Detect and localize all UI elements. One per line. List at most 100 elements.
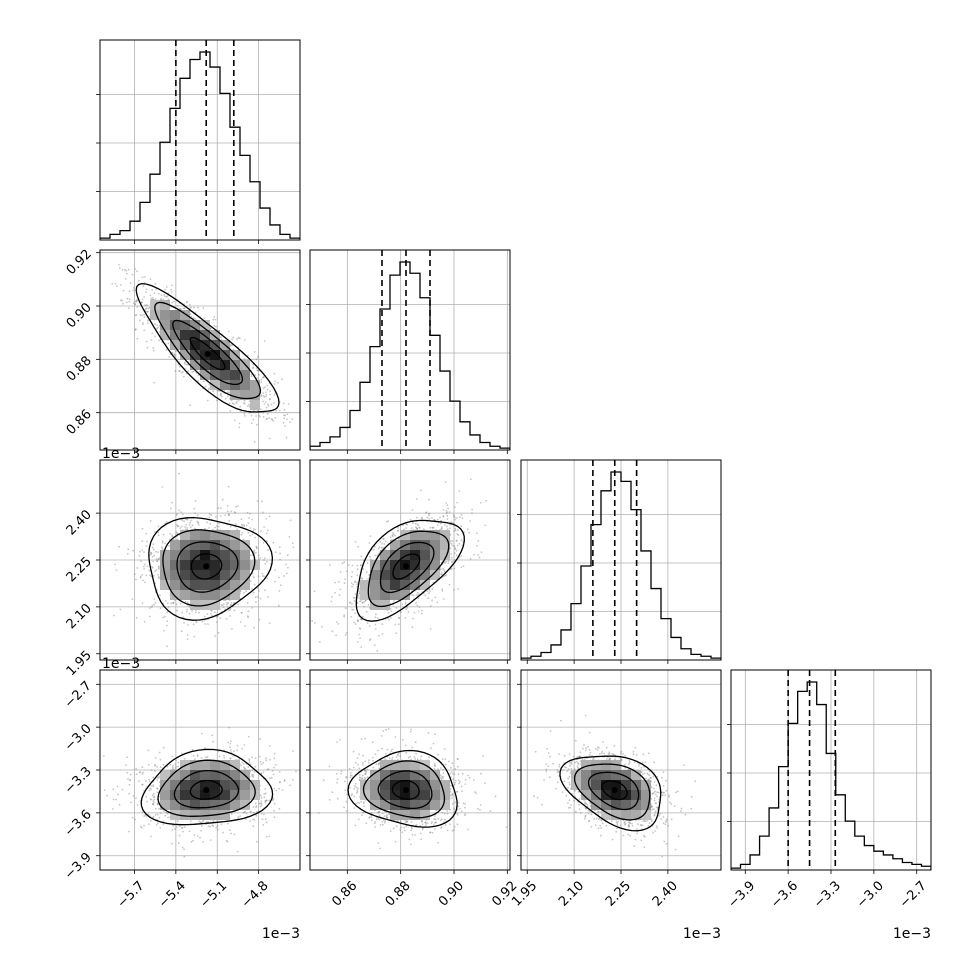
density-cell bbox=[210, 540, 220, 550]
scatter-point bbox=[121, 268, 124, 271]
scatter-point bbox=[405, 608, 407, 611]
scatter-point bbox=[227, 741, 230, 744]
scatter-point bbox=[139, 575, 142, 578]
density-cell bbox=[220, 370, 230, 380]
scatter-point bbox=[192, 317, 195, 320]
scatter-point bbox=[289, 519, 292, 522]
scatter-point bbox=[152, 803, 155, 806]
scatter-point bbox=[157, 567, 160, 570]
scatter-point bbox=[411, 626, 414, 629]
density-cell bbox=[230, 590, 240, 600]
scatter-point bbox=[132, 287, 135, 289]
scatter-point bbox=[181, 513, 184, 516]
scatter-point bbox=[356, 583, 358, 586]
scatter-point bbox=[477, 540, 480, 542]
scatter-point bbox=[235, 402, 238, 404]
scatter-point bbox=[136, 270, 138, 273]
scatter-point bbox=[264, 562, 267, 565]
scatter-point bbox=[156, 560, 158, 563]
scatter-point bbox=[142, 322, 144, 324]
scatter-point bbox=[143, 551, 145, 553]
scatter-point bbox=[181, 611, 184, 614]
scatter-point bbox=[353, 621, 355, 624]
contour-2-1-1 bbox=[379, 541, 435, 594]
scatter-point bbox=[291, 418, 294, 420]
scatter-point bbox=[412, 594, 415, 597]
scatter-point bbox=[272, 799, 274, 802]
scatter-point bbox=[469, 520, 471, 522]
scatter-point bbox=[268, 398, 271, 401]
scatter-point bbox=[450, 543, 453, 545]
scatter-point bbox=[156, 779, 159, 781]
scatter-point bbox=[141, 276, 144, 279]
scatter-point bbox=[389, 536, 392, 539]
density-cell bbox=[180, 340, 190, 350]
scatter-point bbox=[213, 316, 216, 318]
scatter-point bbox=[240, 410, 242, 413]
scatter-point bbox=[318, 641, 321, 643]
scatter-point bbox=[233, 419, 236, 422]
scatter-point bbox=[267, 596, 270, 598]
scatter-point bbox=[171, 352, 174, 354]
scatter-point bbox=[343, 582, 346, 585]
scatter-point bbox=[384, 540, 387, 543]
scatter-point bbox=[363, 605, 366, 608]
density-cell bbox=[190, 350, 200, 360]
scatter-point bbox=[270, 403, 273, 406]
scatter-point bbox=[265, 836, 268, 838]
scatter-point bbox=[239, 590, 242, 593]
scatter-point bbox=[164, 542, 167, 545]
density-cell bbox=[180, 350, 190, 360]
scatter-point bbox=[250, 373, 253, 376]
scatter-point bbox=[457, 588, 460, 590]
scatter-point bbox=[157, 326, 160, 329]
scatter-point bbox=[158, 339, 161, 342]
scatter-point bbox=[456, 533, 459, 535]
scatter-point bbox=[212, 740, 215, 743]
scatter-point bbox=[377, 634, 380, 637]
density-cell bbox=[240, 580, 250, 590]
scatter-point bbox=[352, 608, 355, 611]
scatter-point bbox=[409, 518, 412, 521]
scatter-point bbox=[374, 554, 377, 557]
density-cell bbox=[200, 590, 210, 600]
scatter-point bbox=[263, 403, 266, 405]
scatter-point bbox=[415, 594, 418, 596]
scatter-point bbox=[173, 353, 176, 356]
scatter-point bbox=[416, 527, 419, 530]
scatter-point bbox=[200, 757, 203, 759]
scatter-point bbox=[272, 773, 275, 776]
scatter-point bbox=[434, 596, 437, 599]
scatter-point bbox=[471, 512, 473, 515]
scatter-point bbox=[207, 389, 210, 391]
scatter-point bbox=[212, 390, 215, 393]
scatter-point bbox=[360, 564, 362, 567]
scatter-point bbox=[374, 628, 377, 630]
scatter-point bbox=[154, 282, 157, 285]
scatter-point bbox=[264, 386, 266, 388]
scatter-point bbox=[363, 601, 366, 603]
scatter-point bbox=[255, 601, 257, 604]
scatter-point bbox=[144, 563, 146, 566]
scatter-point bbox=[240, 611, 243, 614]
scatter-point bbox=[369, 639, 371, 641]
scatter-point bbox=[436, 518, 439, 521]
scatter-point bbox=[353, 600, 356, 602]
scatter-point bbox=[159, 594, 161, 597]
scatter-point bbox=[198, 611, 200, 614]
scatter-point bbox=[454, 548, 457, 551]
density-cell bbox=[240, 550, 250, 560]
scatter-point bbox=[462, 565, 465, 567]
scatter-point bbox=[237, 603, 240, 606]
scatter-point bbox=[229, 608, 232, 611]
scatter-point bbox=[226, 395, 229, 398]
density-cell bbox=[210, 530, 220, 540]
scatter-point bbox=[171, 768, 174, 770]
scatter-point bbox=[156, 803, 159, 805]
scatter-point bbox=[291, 542, 294, 544]
scatter-point bbox=[412, 522, 415, 524]
scatter-point bbox=[178, 365, 181, 368]
scatter-point bbox=[141, 298, 144, 301]
scatter-point bbox=[186, 634, 189, 636]
scatter-point bbox=[190, 519, 192, 522]
